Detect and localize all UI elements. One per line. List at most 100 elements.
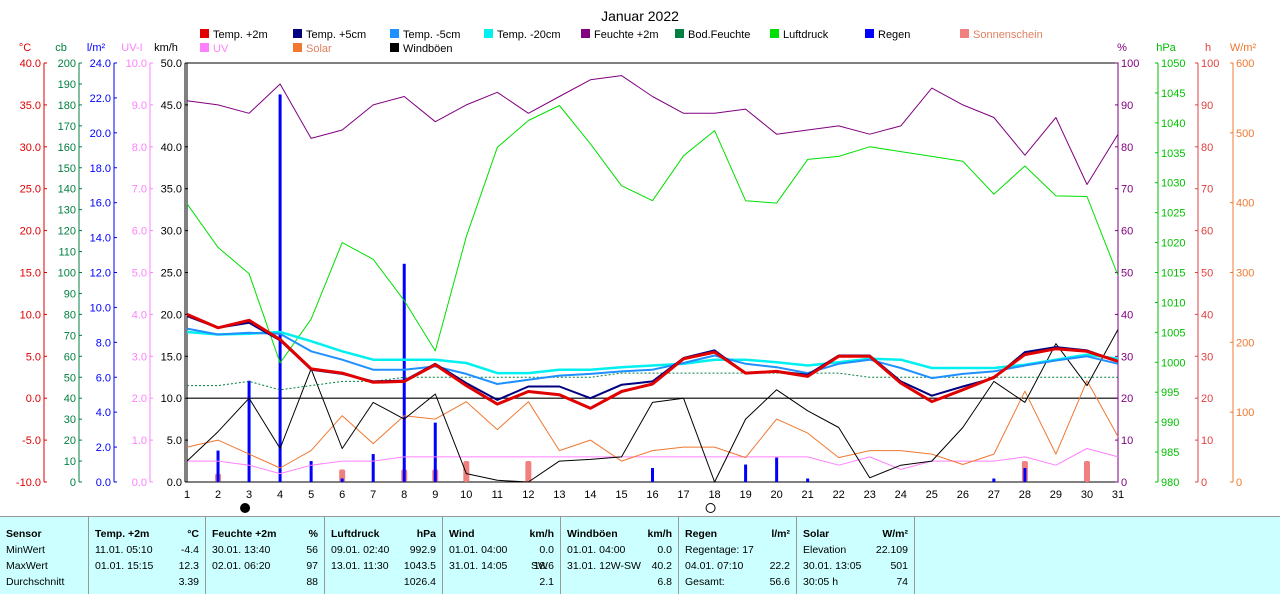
- axis-tick-label-humidity: 80: [1121, 142, 1133, 154]
- axis-tick-label-temp: 40.0: [20, 58, 41, 70]
- legend-label: Temp. +2m: [213, 29, 268, 41]
- solar-line: [186, 380, 1119, 469]
- axis-tick-label-wind: 30.0: [161, 226, 182, 238]
- rain-bar: [1023, 468, 1027, 482]
- stats-empty: [914, 517, 1280, 594]
- stats-wind-avg: 2.1: [539, 576, 554, 588]
- axis-tick-label-temp: 15.0: [20, 268, 41, 280]
- unit-wind: km/h: [154, 42, 178, 54]
- axis-tick-label-rain: 6.0: [96, 372, 111, 384]
- axis-tick-label-cb: 30: [64, 414, 76, 426]
- axis-tick-label-solar: 0: [1236, 477, 1242, 489]
- unit-uv: UV-I: [121, 42, 142, 54]
- axis-tick-label-uv: 7.0: [132, 184, 147, 196]
- axis-tick-label-rain: 8.0: [96, 337, 111, 349]
- axis-tick-label-uv: 1.0: [132, 435, 147, 447]
- axis-tick-label-cb: 40: [64, 393, 76, 405]
- rain-bar: [806, 478, 810, 482]
- axis-tick-label-pressure: 1045: [1161, 88, 1185, 100]
- axis-tick-label-uv: 5.0: [132, 268, 147, 280]
- stats-luftdruck: Luftdruck hPa 09.01. 02:40 992.9 13.01. 11…: [324, 517, 442, 594]
- axis-tick-label-rain: 20.0: [90, 128, 111, 140]
- stats-temp-header: Temp. +2m: [95, 528, 150, 540]
- stats-wind-unit: km/h: [529, 528, 554, 540]
- x-tick-label: 11: [492, 489, 503, 501]
- axis-tick-label-pressure: 1040: [1161, 118, 1185, 130]
- stats-luftdruck-header: Luftdruck: [331, 528, 380, 540]
- full-moon-icon: [705, 503, 716, 513]
- stats-feuchte-min: 56: [306, 544, 318, 556]
- stats-sensor-header: Sensor: [6, 528, 42, 540]
- stats-solar: Solar W/m² Elevation 22.109 30.01. 13:05 50…: [796, 517, 914, 594]
- legend-swatch: [293, 29, 302, 38]
- axis-tick-label-sun: 60: [1201, 226, 1213, 238]
- x-tick-label: 19: [739, 489, 751, 501]
- x-tick-label: 25: [926, 489, 938, 501]
- axis-tick-label-humidity: 0: [1121, 477, 1127, 489]
- stats-feuchte-header: Feuchte +2m: [212, 528, 277, 540]
- stats-windboeen-min: 0.0: [657, 544, 672, 556]
- axis-tick-label-humidity: 30: [1121, 351, 1133, 363]
- legend-swatch: [675, 29, 684, 38]
- axis-tick-label-wind: 45.0: [161, 100, 182, 112]
- stats-regen-unit: l/m²: [771, 528, 790, 540]
- legend: Temp. +2m Temp. +5cm Temp. -5cm Temp. -20cm…: [200, 29, 1043, 55]
- unit-sun: h: [1205, 42, 1211, 54]
- axis-tick-label-humidity: 20: [1121, 393, 1133, 405]
- axis-tick-label-cb: 80: [64, 309, 76, 321]
- x-tick-label: 3: [246, 489, 252, 501]
- stats-temp-unit: °C: [187, 528, 199, 540]
- x-tick-label: 10: [460, 489, 472, 501]
- stats-windboeen-max-time: 31.01. 12W-SW: [567, 560, 641, 572]
- axis-tick-label-cb: 90: [64, 288, 76, 300]
- axis-tick-label-temp: -5.0: [22, 435, 41, 447]
- legend-label: Bod.Feuchte: [688, 29, 750, 41]
- axis-tick-label-uv: 6.0: [132, 226, 147, 238]
- axis-tick-label-solar: 500: [1236, 128, 1254, 140]
- plot-frame: [186, 62, 1119, 483]
- stats-solar-header: Solar: [803, 528, 830, 540]
- stats-wind-max: 18.6: [533, 560, 554, 572]
- stats-row-label: MinWert: [6, 544, 45, 556]
- x-tick-label: 30: [1081, 489, 1093, 501]
- axis-tick-label-uv: 10.0: [126, 58, 147, 70]
- axis-tick-label-cb: 100: [58, 268, 76, 280]
- stats-regen-max: 22.2: [769, 560, 790, 572]
- stats-solar-unit: W/m²: [882, 528, 908, 540]
- axis-tick-label-pressure: 1000: [1161, 357, 1185, 369]
- new-moon-icon: [240, 503, 251, 513]
- axis-tick-label-uv: 4.0: [132, 309, 147, 321]
- x-tick-label: 22: [833, 489, 845, 501]
- legend-swatch: [390, 29, 399, 38]
- x-tick-label: 31: [1112, 489, 1124, 501]
- axis-tick-label-rain: 22.0: [90, 93, 111, 105]
- axis-tick-label-rain: 16.0: [90, 198, 111, 210]
- stats-luftdruck-min-time: 09.01. 02:40: [331, 544, 390, 556]
- stats-temp-min-time: 11.01. 05:10: [95, 544, 153, 556]
- sunshine-bar: [1083, 461, 1090, 482]
- x-tick-label: 24: [895, 489, 907, 501]
- axis-tick-label-wind: 0.0: [167, 477, 182, 489]
- axis-tick-label-cb: 60: [64, 351, 76, 363]
- legend-label: Temp. -5cm: [403, 29, 460, 41]
- stats-wind: Wind km/h 01.01. 04:00 0.0 31.01. 14:05 SW 1…: [442, 517, 560, 594]
- axis-tick-label-humidity: 70: [1121, 184, 1133, 196]
- axis-tick-label-wind: 5.0: [167, 435, 182, 447]
- rain-bar: [992, 478, 996, 482]
- stats-luftdruck-max: 1043.5: [403, 560, 436, 572]
- axis-tick-label-pressure: 1050: [1161, 58, 1185, 70]
- axes: 40.0 35.0 30.0 25.0 20.0 15.0 10.0 5.0 0.0 -5.0 -1…: [16, 58, 1254, 489]
- axis-tick-label-cb: 190: [58, 79, 76, 91]
- axis-tick-label-solar: 400: [1236, 198, 1254, 210]
- stats-feuchte-avg: 88: [306, 576, 318, 588]
- axis-tick-label-rain: 18.0: [90, 163, 111, 175]
- sunshine-bar: [463, 461, 470, 482]
- stats-solar-elevation: 22.109: [875, 544, 908, 556]
- stats-temp: Temp. +2m °C 11.01. 05:10 -4.4 01.01. 15:1…: [88, 517, 205, 594]
- x-tick-label: 28: [1019, 489, 1031, 501]
- x-tick-label: 15: [615, 489, 627, 501]
- axis-tick-label-rain: 4.0: [96, 407, 111, 419]
- legend-swatch: [960, 29, 969, 38]
- x-tick-label: 12: [522, 489, 534, 501]
- x-tick-label: 6: [339, 489, 345, 501]
